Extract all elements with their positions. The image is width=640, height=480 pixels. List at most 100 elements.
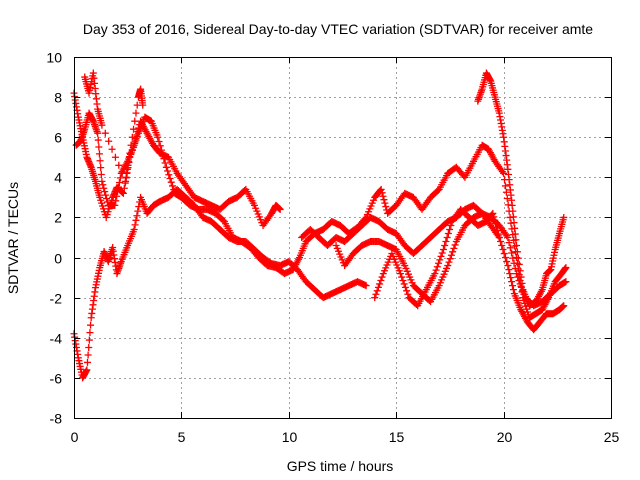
data-point-marker [437, 252, 445, 260]
data-point-marker [438, 249, 446, 257]
data-point-marker [560, 302, 568, 310]
data-point-marker [378, 189, 386, 197]
data-point-marker [371, 294, 379, 302]
data-point-marker [112, 197, 120, 205]
data-point-marker [433, 263, 441, 271]
data-point-marker [439, 246, 447, 254]
data-point-marker [100, 184, 108, 192]
data-point-marker [85, 336, 93, 344]
data-point-marker [450, 244, 458, 252]
data-point-marker [513, 248, 521, 256]
series-track-b [72, 109, 284, 229]
data-point-marker [447, 221, 455, 229]
y-tick-label: 0 [54, 251, 62, 267]
data-point-marker [84, 358, 92, 366]
data-point-marker [113, 192, 121, 200]
series-track-c [70, 185, 370, 382]
data-point-marker [128, 133, 136, 141]
data-point-marker [132, 109, 140, 117]
data-point-marker [115, 178, 123, 186]
data-point-marker [162, 163, 170, 171]
data-point-marker [98, 121, 106, 129]
data-point-marker [398, 273, 406, 281]
data-point-marker [431, 270, 439, 278]
y-tick-label: 4 [54, 170, 62, 186]
data-point-marker [84, 351, 92, 359]
data-point-marker [130, 125, 138, 133]
data-point-marker [451, 241, 459, 249]
data-point-marker [444, 262, 452, 270]
data-point-marker [103, 195, 111, 203]
data-point-marker [154, 133, 162, 141]
plot-frame [74, 57, 612, 419]
x-tick-label: 20 [497, 429, 513, 445]
data-point-marker [509, 286, 517, 294]
data-point-marker [501, 254, 509, 262]
data-point-marker [499, 246, 507, 254]
data-point-marker [517, 273, 525, 281]
y-tick-label: -4 [50, 331, 63, 347]
data-point-marker [435, 259, 443, 267]
y-axis-label: SDTVAR / TECUs [5, 182, 21, 294]
data-point-marker [127, 141, 135, 149]
data-point-marker [101, 188, 109, 196]
data-point-marker [446, 225, 454, 233]
data-point-marker [95, 150, 103, 158]
x-tick-label: 25 [604, 429, 620, 445]
data-point-marker [134, 127, 142, 135]
data-point-marker [500, 250, 508, 258]
data-point-marker [501, 182, 509, 190]
data-point-marker [432, 266, 440, 274]
x-tick-label: 0 [71, 429, 79, 445]
data-point-marker [126, 149, 134, 157]
data-point-marker [166, 174, 174, 182]
data-point-marker [404, 290, 412, 298]
series-track-g [474, 69, 568, 310]
y-tick-label: 10 [46, 50, 62, 66]
data-point-marker [504, 262, 512, 270]
data-point-marker [105, 137, 113, 145]
y-tick-label: -8 [50, 411, 63, 427]
data-point-marker [498, 242, 506, 250]
data-point-marker [514, 254, 522, 262]
data-point-marker [115, 161, 123, 169]
data-point-marker [441, 242, 449, 250]
data-point-marker [87, 321, 95, 329]
data-markers [70, 69, 570, 382]
data-point-marker [505, 266, 513, 274]
data-point-marker [510, 259, 518, 267]
data-point-marker [377, 276, 385, 284]
data-point-marker [161, 159, 169, 167]
data-point-marker [164, 167, 172, 175]
data-point-marker [130, 225, 138, 233]
data-point-marker [508, 278, 516, 286]
data-point-marker [379, 192, 387, 200]
data-point-marker [562, 278, 570, 286]
chart-title: Day 353 of 2016, Sidereal Day-to-day VTE… [83, 21, 593, 37]
data-point-marker [111, 153, 119, 161]
data-point-marker [562, 264, 570, 272]
data-point-marker [490, 213, 498, 221]
data-point-marker [362, 282, 370, 290]
data-point-marker [447, 251, 455, 259]
data-point-marker [132, 216, 140, 224]
data-point-marker [518, 279, 526, 287]
data-point-marker [489, 209, 497, 217]
y-tick-label: -6 [50, 371, 63, 387]
data-point-marker [443, 234, 451, 241]
x-tick-label: 15 [389, 429, 405, 445]
data-point-marker [97, 164, 105, 172]
series-track-h [81, 69, 147, 185]
y-tick-label: 8 [54, 90, 62, 106]
data-point-marker [400, 280, 408, 288]
data-point-marker [131, 117, 139, 125]
data-point-marker [94, 136, 102, 144]
data-point-marker [108, 145, 116, 153]
data-point-marker [515, 260, 523, 268]
data-point-marker [436, 256, 444, 264]
data-point-marker [111, 201, 119, 209]
data-point-marker [497, 238, 505, 246]
data-point-marker [381, 199, 389, 207]
data-point-marker [506, 270, 514, 278]
data-point-marker [442, 238, 450, 246]
